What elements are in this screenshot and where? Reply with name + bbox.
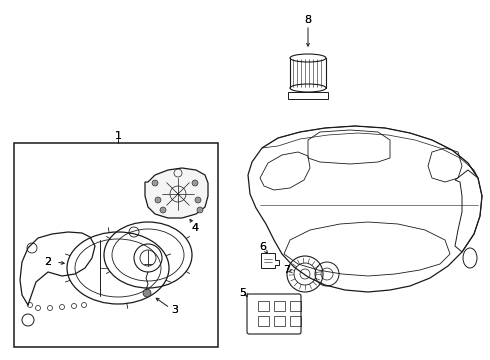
Text: 1: 1 bbox=[115, 131, 122, 141]
Bar bbox=[274, 301, 285, 311]
Bar bbox=[288, 92, 328, 99]
Text: 3: 3 bbox=[172, 305, 178, 315]
Circle shape bbox=[160, 207, 166, 213]
Bar bbox=[274, 316, 285, 326]
Text: 8: 8 bbox=[304, 15, 312, 25]
Bar bbox=[258, 316, 269, 326]
Text: 7: 7 bbox=[283, 265, 291, 275]
Text: 2: 2 bbox=[45, 257, 51, 267]
Polygon shape bbox=[145, 168, 208, 218]
Text: 5: 5 bbox=[240, 288, 246, 298]
Circle shape bbox=[152, 180, 158, 186]
Circle shape bbox=[197, 207, 203, 213]
Text: 4: 4 bbox=[192, 223, 198, 233]
Text: 7: 7 bbox=[283, 265, 291, 275]
Text: 5: 5 bbox=[240, 288, 246, 298]
Circle shape bbox=[155, 197, 161, 203]
Bar bbox=[290, 316, 301, 326]
Text: 1: 1 bbox=[115, 131, 122, 141]
Circle shape bbox=[195, 197, 201, 203]
Text: 6: 6 bbox=[260, 242, 267, 252]
Text: 4: 4 bbox=[192, 223, 198, 233]
Text: 3: 3 bbox=[172, 305, 178, 315]
Bar bbox=[258, 301, 269, 311]
Circle shape bbox=[143, 289, 151, 297]
Text: 6: 6 bbox=[260, 242, 267, 252]
Text: 8: 8 bbox=[304, 15, 312, 25]
Text: 2: 2 bbox=[45, 257, 51, 267]
Bar bbox=[14, 143, 218, 347]
Bar bbox=[290, 301, 301, 311]
Circle shape bbox=[192, 180, 198, 186]
